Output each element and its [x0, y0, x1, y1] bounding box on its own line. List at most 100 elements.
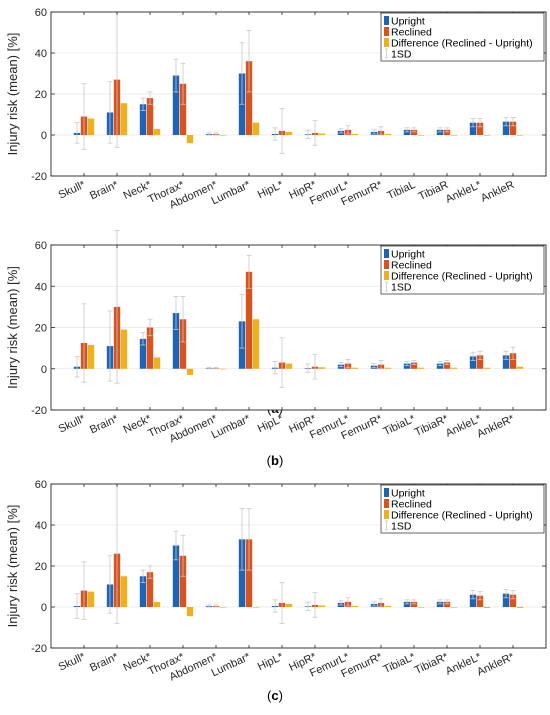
bar: [252, 122, 260, 135]
bar: [318, 133, 326, 135]
bar: [410, 362, 418, 369]
bar: [120, 103, 128, 135]
bar: [285, 603, 293, 607]
bar: [384, 367, 392, 369]
bar: [443, 129, 451, 135]
bar: [172, 75, 180, 135]
bar: [450, 135, 458, 136]
panel-label: (c): [267, 688, 283, 703]
bar: [351, 367, 359, 369]
bar: [417, 607, 425, 608]
bar: [172, 545, 180, 607]
bar: [509, 594, 517, 607]
bar: [146, 572, 154, 607]
bar: [417, 135, 425, 136]
bar: [87, 591, 95, 607]
legend-swatch: [384, 249, 389, 258]
legend-swatch: [384, 488, 389, 497]
bar: [384, 133, 392, 135]
legend-label: 1SD: [391, 521, 412, 533]
bar: [351, 133, 359, 135]
bar: [252, 607, 260, 608]
bar: [483, 367, 491, 369]
bar: [384, 605, 392, 607]
y-tick-label: 20: [35, 89, 47, 101]
legend-label: Reclined: [391, 499, 432, 511]
legend-label: Difference (Reclined - Upright): [391, 38, 533, 50]
bar: [219, 368, 227, 370]
y-tick-label: -20: [31, 171, 47, 183]
bar: [245, 61, 253, 136]
bar: [153, 128, 161, 135]
bar: [146, 98, 154, 135]
bar: [443, 362, 451, 369]
legend-swatch: [384, 27, 389, 36]
bar: [219, 135, 227, 136]
bar: [318, 605, 326, 607]
legend-label: Upright: [391, 488, 425, 500]
y-tick-label: 0: [41, 602, 47, 614]
bar: [318, 367, 326, 369]
bar: [476, 595, 484, 607]
bar: [179, 555, 187, 607]
bar: [219, 607, 227, 608]
y-tick-label: 60: [35, 7, 47, 19]
bar: [285, 363, 293, 369]
legend-label: Reclined: [391, 260, 432, 272]
legend-box: [380, 245, 545, 295]
bar: [403, 363, 411, 369]
y-axis-label: Injury risk (mean) [%]: [5, 505, 20, 628]
bar: [509, 353, 517, 369]
bar: [179, 319, 187, 369]
bar: [483, 135, 491, 136]
bar: [476, 122, 484, 135]
bar: [516, 135, 524, 136]
y-tick-label: 40: [35, 520, 47, 532]
axes-box: [50, 11, 547, 177]
y-tick-label: 40: [35, 281, 47, 293]
bar: [153, 357, 161, 369]
y-tick-label: 20: [35, 561, 47, 573]
bar: [410, 601, 418, 607]
y-tick-label: 40: [35, 48, 47, 60]
bar: [509, 121, 517, 135]
bar: [436, 601, 444, 607]
legend-swatch: [384, 16, 389, 25]
bar: [285, 131, 293, 135]
y-tick-label: 60: [35, 479, 47, 491]
bar: [450, 607, 458, 608]
bar: [516, 366, 524, 369]
bar: [516, 607, 524, 609]
bar: [443, 601, 451, 607]
bar: [351, 605, 359, 607]
axes-box: [50, 483, 547, 649]
y-tick-label: 20: [35, 323, 47, 335]
legend-label: 1SD: [391, 282, 412, 294]
y-axis-label: Injury risk (mean) [%]: [5, 266, 20, 389]
legend-box: [380, 484, 545, 534]
legend-label: Reclined: [391, 27, 432, 39]
bar: [238, 539, 246, 607]
legend-swatch: [384, 271, 389, 280]
bar: [502, 355, 510, 369]
bar: [87, 345, 95, 369]
panel-label: (b): [267, 453, 284, 468]
bar: [450, 367, 458, 369]
bar: [436, 363, 444, 369]
bar: [417, 367, 425, 369]
bar: [436, 129, 444, 135]
bar: [403, 129, 411, 135]
chart-panel-3: Skull* Brain* Neck*Thorax*Abdomen*Lumbar* H…: [5, 479, 547, 703]
bar: [153, 601, 161, 607]
legend-box: [380, 12, 545, 62]
legend-swatch: [384, 260, 389, 269]
bar: [87, 118, 95, 135]
bar: [252, 319, 260, 369]
y-tick-label: -20: [31, 405, 47, 417]
bar: [139, 338, 147, 369]
bar: [469, 122, 477, 135]
